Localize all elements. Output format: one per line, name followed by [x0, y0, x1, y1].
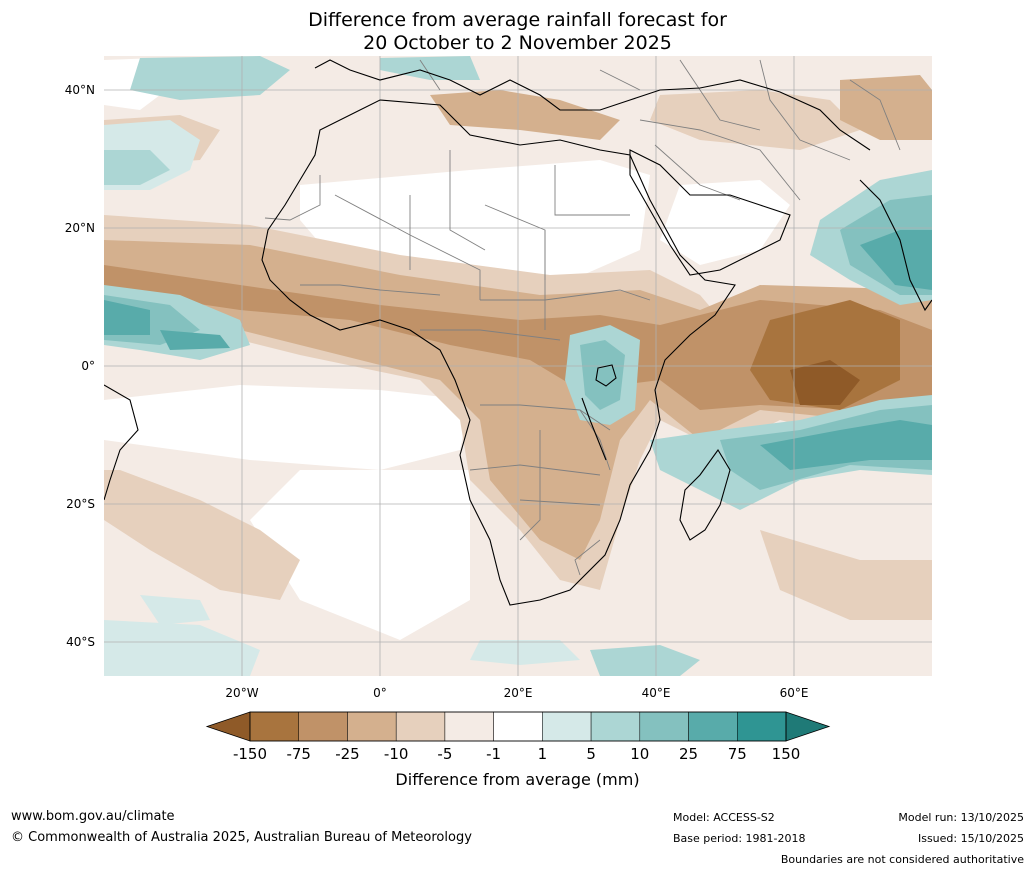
- footer-issued: Issued: 15/10/2025: [917, 832, 1024, 845]
- colorbar-swatch: [737, 711, 787, 742]
- lat-label-40n: 40°N: [65, 83, 95, 97]
- colorbar-swatch: [493, 711, 543, 742]
- footer-model: Model: ACCESS-S2: [673, 811, 775, 824]
- colorbar-tick-label: -25: [335, 745, 360, 763]
- lake-victoria: [595, 364, 617, 387]
- colorbar-arrow-high: [785, 711, 831, 742]
- colorbar-tick-label: -150: [233, 745, 267, 763]
- colorbar-outline: [249, 711, 787, 742]
- colorbar: -150 -75 -25 -10 -5 -1 1 5 10 25 75 150: [205, 711, 831, 763]
- colorbar-tick-label: 10: [630, 745, 649, 763]
- arabia-coastline: [629, 149, 791, 276]
- lon-label-40e: 40°E: [642, 686, 671, 700]
- colorbar-swatch: [639, 711, 689, 742]
- map-title: Difference from average rainfall forecas…: [0, 9, 1035, 55]
- graticule: [104, 56, 932, 676]
- coastlines: [104, 59, 932, 606]
- colorbar-tick-label: 150: [772, 745, 801, 763]
- lon-label-20e: 20°E: [504, 686, 533, 700]
- colorbar-title: Difference from average (mm): [395, 770, 640, 789]
- africa-coastline: [261, 99, 736, 606]
- wet-anomaly-zones: [104, 56, 932, 676]
- footer-base-period: Base period: 1981-2018: [673, 832, 806, 845]
- country-boundaries: [264, 59, 901, 576]
- title-line-1: Difference from average rainfall forecas…: [308, 9, 727, 31]
- colorbar-swatch: [347, 711, 397, 742]
- europe-coastline: [314, 59, 871, 151]
- colorbar-swatches: [249, 711, 787, 742]
- colorbar-swatch: [444, 711, 494, 742]
- south-america-coastline: [104, 384, 139, 501]
- lat-label-20n: 20°N: [65, 221, 95, 235]
- lat-label-40s: 40°S: [66, 635, 95, 649]
- colorbar-labels: -150 -75 -25 -10 -5 -1 1 5 10 25 75 150: [233, 745, 800, 763]
- colorbar-swatch: [688, 711, 738, 742]
- india-coastline: [859, 179, 932, 312]
- colorbar-swatch: [249, 711, 299, 742]
- lat-labels: 40°N 20°N 0° 20°S 40°S: [65, 83, 95, 649]
- great-lakes: [581, 397, 607, 461]
- footer-website: www.bom.gov.au/climate: [11, 809, 175, 824]
- colorbar-tick-label: 1: [538, 745, 548, 763]
- colorbar-swatch: [395, 711, 446, 742]
- footer-disclaimer: Boundaries are not considered authoritat…: [780, 853, 1024, 866]
- colorbar-tick-label: -1: [486, 745, 501, 763]
- footer-model-run: Model run: 13/10/2025: [898, 811, 1024, 824]
- colorbar-swatch: [298, 711, 348, 742]
- colorbar-arrow-low: [205, 711, 251, 742]
- colorbar-tick-label: -10: [384, 745, 409, 763]
- lat-label-0: 0°: [81, 359, 95, 373]
- colorbar-tick-label: 75: [728, 745, 747, 763]
- lon-label-60e: 60°E: [780, 686, 809, 700]
- colorbar-tick-label: -5: [437, 745, 452, 763]
- colorbar-tick-label: 5: [586, 745, 596, 763]
- lon-label-20w: 20°W: [225, 686, 258, 700]
- lon-label-0: 0°: [373, 686, 387, 700]
- colorbar-swatch: [542, 711, 592, 742]
- madagascar-coastline: [679, 449, 731, 541]
- title-line-2: 20 October to 2 November 2025: [363, 32, 672, 54]
- lat-label-20s: 20°S: [66, 497, 95, 511]
- colorbar-swatch: [590, 711, 641, 742]
- colorbar-tick-label: 25: [679, 745, 698, 763]
- footer-copyright: © Commonwealth of Australia 2025, Austra…: [11, 830, 472, 845]
- colorbar-tick-label: -75: [286, 745, 311, 763]
- map-panel: [104, 56, 932, 676]
- lon-labels: 20°W 0° 20°E 40°E 60°E: [225, 686, 808, 700]
